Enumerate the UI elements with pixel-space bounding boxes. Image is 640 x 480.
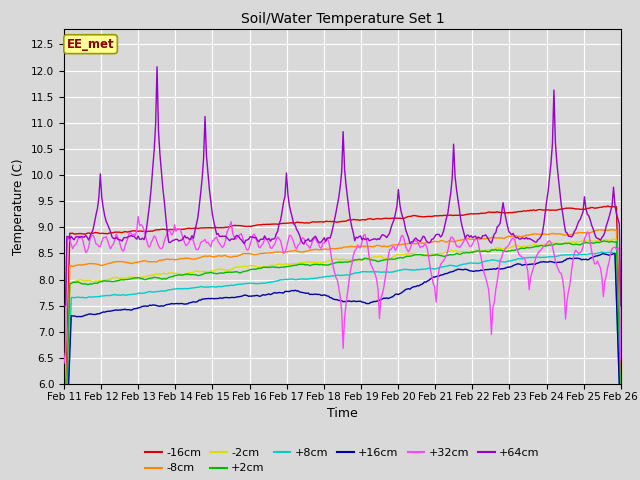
- Text: EE_met: EE_met: [67, 37, 115, 51]
- Title: Soil/Water Temperature Set 1: Soil/Water Temperature Set 1: [241, 12, 444, 26]
- Y-axis label: Temperature (C): Temperature (C): [12, 158, 26, 255]
- X-axis label: Time: Time: [327, 407, 358, 420]
- Legend: -16cm, -8cm, -2cm, +2cm, +8cm, +16cm, +32cm, +64cm: -16cm, -8cm, -2cm, +2cm, +8cm, +16cm, +3…: [141, 444, 544, 478]
